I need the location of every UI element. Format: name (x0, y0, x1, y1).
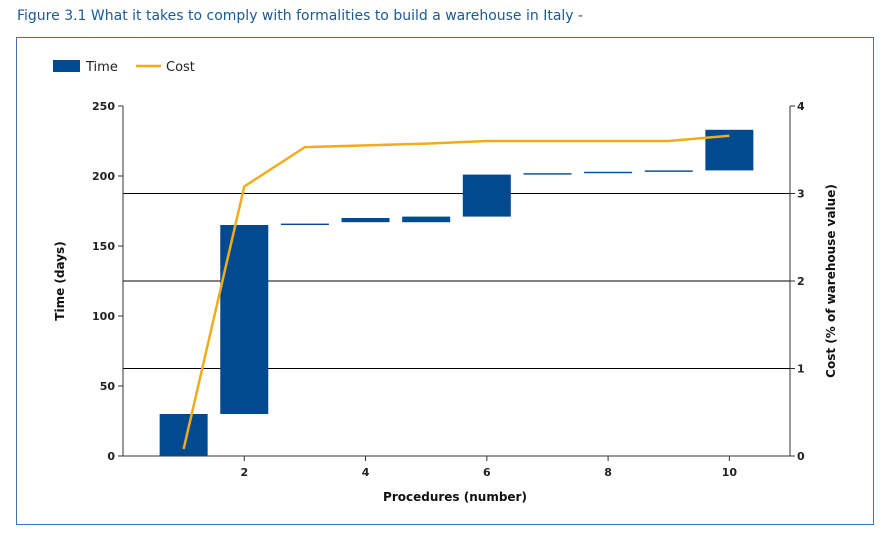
legend-time-swatch (53, 60, 80, 72)
figure-title: Figure 3.1 What it takes to comply with … (17, 8, 584, 24)
x-tick-label: 10 (722, 466, 738, 479)
time-bar (462, 174, 511, 217)
y-left-tick-label: 50 (100, 380, 116, 393)
time-bar (280, 223, 329, 225)
legend-time-label: Time (85, 60, 118, 75)
time-bars (159, 129, 754, 456)
time-bar (584, 171, 633, 174)
cost-line-path (182, 134, 730, 450)
time-bar (341, 218, 390, 223)
legend-cost-label: Cost (166, 60, 195, 75)
time-bar (523, 173, 572, 175)
cost-line (182, 134, 730, 450)
y-left-tick-label: 100 (92, 310, 115, 323)
y-right-tick-label: 1 (797, 363, 805, 376)
y-right-tick-label: 0 (797, 450, 805, 463)
time-bar (644, 170, 693, 172)
x-axis-label: Procedures (number) (383, 490, 527, 504)
x-tick-label: 8 (604, 466, 612, 479)
y-left-tick-label: 250 (92, 100, 115, 113)
time-bar (402, 216, 451, 223)
y-left-tick-label: 200 (92, 170, 115, 183)
x-tick-label: 4 (362, 466, 370, 479)
y-right-tick-label: 2 (797, 275, 805, 288)
y-right-tick-label: 4 (797, 100, 805, 113)
legend: Time Cost (53, 60, 195, 75)
y-left-tick-label: 0 (107, 450, 115, 463)
time-bar (159, 414, 208, 456)
y-right-tick-label: 3 (797, 188, 805, 201)
x-tick-label: 6 (483, 466, 491, 479)
time-bar (220, 225, 269, 414)
y-left-tick-label: 150 (92, 240, 115, 253)
x-tick-label: 2 (240, 466, 248, 479)
axes (118, 105, 795, 461)
tick-labels: 0 50 100 150 200 250 0 1 2 3 4 2 4 6 8 10 (92, 100, 805, 479)
chart-frame (16, 37, 874, 525)
y-axis-right-label: Cost (% of warehouse value) (824, 184, 838, 378)
y-axis-left-label: Time (days) (53, 241, 67, 320)
